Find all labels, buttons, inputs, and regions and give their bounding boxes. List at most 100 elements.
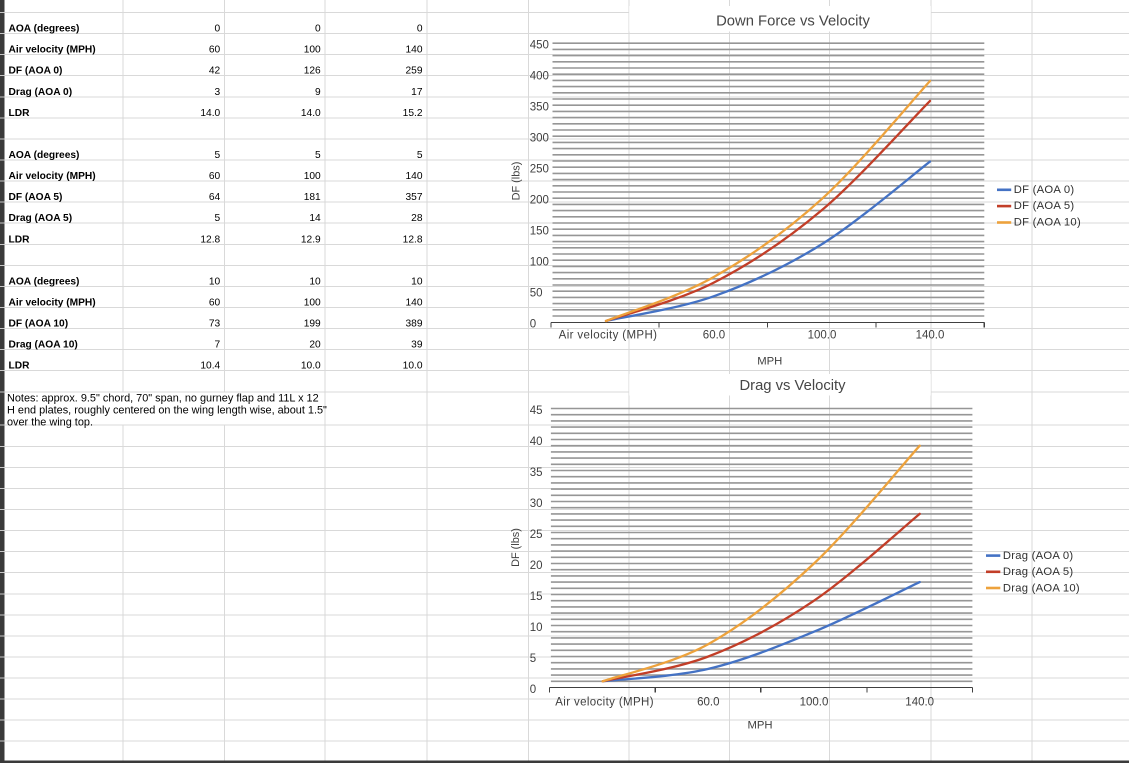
svg-text:35: 35 bbox=[530, 467, 543, 479]
svg-text:AOA (degrees): AOA (degrees) bbox=[9, 276, 80, 287]
svg-text:12.8: 12.8 bbox=[200, 234, 220, 245]
svg-text:126: 126 bbox=[304, 66, 321, 77]
svg-text:259: 259 bbox=[406, 66, 423, 77]
svg-text:AOA (degrees): AOA (degrees) bbox=[9, 150, 80, 161]
svg-text:MPH: MPH bbox=[747, 720, 772, 732]
svg-text:10.0: 10.0 bbox=[301, 361, 321, 372]
svg-text:60.0: 60.0 bbox=[703, 330, 725, 342]
svg-text:100.0: 100.0 bbox=[808, 330, 837, 342]
svg-text:350: 350 bbox=[530, 101, 549, 113]
svg-text:60: 60 bbox=[209, 171, 221, 182]
svg-text:100: 100 bbox=[304, 171, 321, 182]
svg-text:MPH: MPH bbox=[757, 355, 782, 367]
svg-text:199: 199 bbox=[304, 319, 321, 330]
svg-text:3: 3 bbox=[215, 87, 221, 98]
svg-text:50: 50 bbox=[530, 287, 543, 299]
svg-text:10: 10 bbox=[530, 622, 543, 634]
svg-text:Notes: approx. 9.5" chord, 70": Notes: approx. 9.5" chord, 70" span, no … bbox=[7, 392, 319, 404]
svg-text:15: 15 bbox=[530, 591, 543, 603]
svg-text:LDR: LDR bbox=[9, 108, 31, 119]
svg-text:Drag (AOA 5): Drag (AOA 5) bbox=[9, 213, 73, 224]
svg-text:300: 300 bbox=[530, 132, 549, 144]
svg-text:5: 5 bbox=[315, 150, 321, 161]
svg-text:14: 14 bbox=[309, 213, 321, 224]
svg-text:7: 7 bbox=[215, 340, 221, 351]
svg-text:100: 100 bbox=[304, 298, 321, 309]
svg-text:100: 100 bbox=[530, 256, 549, 268]
svg-text:Drag (AOA 10): Drag (AOA 10) bbox=[9, 340, 78, 351]
svg-text:140: 140 bbox=[406, 171, 423, 182]
svg-text:10.0: 10.0 bbox=[403, 361, 423, 372]
svg-text:10: 10 bbox=[209, 276, 221, 287]
svg-text:17: 17 bbox=[411, 87, 423, 98]
svg-text:DF (lbs): DF (lbs) bbox=[510, 528, 522, 567]
svg-text:45: 45 bbox=[530, 405, 543, 417]
svg-text:100: 100 bbox=[304, 45, 321, 56]
svg-text:39: 39 bbox=[411, 340, 423, 351]
svg-text:Air velocity (MPH): Air velocity (MPH) bbox=[9, 298, 96, 309]
svg-text:DF (AOA 10): DF (AOA 10) bbox=[1014, 217, 1081, 229]
svg-text:Drag (AOA 0): Drag (AOA 0) bbox=[9, 87, 73, 98]
svg-text:Drag (AOA 0): Drag (AOA 0) bbox=[1003, 550, 1074, 562]
svg-text:0: 0 bbox=[530, 318, 536, 330]
svg-text:10: 10 bbox=[309, 276, 321, 287]
svg-text:DF (lbs): DF (lbs) bbox=[510, 162, 522, 201]
svg-text:181: 181 bbox=[304, 192, 321, 203]
svg-text:DF (AOA 5): DF (AOA 5) bbox=[1014, 200, 1075, 212]
svg-text:0: 0 bbox=[315, 24, 321, 35]
svg-text:15.2: 15.2 bbox=[403, 108, 423, 119]
svg-text:42: 42 bbox=[209, 66, 221, 77]
svg-text:14.0: 14.0 bbox=[301, 108, 321, 119]
svg-text:140.0: 140.0 bbox=[916, 330, 945, 342]
svg-text:5: 5 bbox=[215, 213, 221, 224]
svg-text:400: 400 bbox=[530, 70, 549, 82]
svg-text:30: 30 bbox=[530, 498, 543, 510]
svg-text:389: 389 bbox=[406, 319, 423, 330]
svg-text:357: 357 bbox=[406, 192, 423, 203]
svg-text:5: 5 bbox=[215, 150, 221, 161]
svg-text:28: 28 bbox=[411, 213, 423, 224]
svg-text:Air velocity (MPH): Air velocity (MPH) bbox=[9, 45, 96, 56]
svg-text:25: 25 bbox=[530, 529, 543, 541]
svg-text:H end plates, roughly centered: H end plates, roughly centered on the wi… bbox=[7, 404, 327, 416]
svg-text:0: 0 bbox=[530, 684, 536, 696]
svg-text:DF (AOA 0): DF (AOA 0) bbox=[1014, 184, 1075, 196]
svg-text:Down Force vs Velocity: Down Force vs Velocity bbox=[716, 13, 870, 29]
svg-text:Drag (AOA 5): Drag (AOA 5) bbox=[1003, 566, 1074, 578]
svg-text:64: 64 bbox=[209, 192, 221, 203]
svg-text:over the wing top.: over the wing top. bbox=[7, 416, 93, 428]
svg-text:LDR: LDR bbox=[9, 234, 31, 245]
svg-text:Drag (AOA 10): Drag (AOA 10) bbox=[1003, 582, 1080, 594]
svg-text:150: 150 bbox=[530, 225, 549, 237]
svg-text:73: 73 bbox=[209, 319, 221, 330]
svg-text:20: 20 bbox=[309, 340, 321, 351]
svg-text:LDR: LDR bbox=[9, 361, 31, 372]
svg-text:AOA (degrees): AOA (degrees) bbox=[9, 24, 80, 35]
svg-text:9: 9 bbox=[315, 87, 321, 98]
svg-text:DF (AOA 10): DF (AOA 10) bbox=[9, 319, 69, 330]
svg-text:140: 140 bbox=[406, 298, 423, 309]
svg-text:0: 0 bbox=[417, 24, 423, 35]
svg-text:60.0: 60.0 bbox=[697, 697, 719, 709]
svg-text:Drag vs Velocity: Drag vs Velocity bbox=[739, 378, 846, 394]
svg-text:140: 140 bbox=[406, 45, 423, 56]
svg-text:20: 20 bbox=[530, 560, 543, 572]
svg-text:10.4: 10.4 bbox=[200, 361, 220, 372]
svg-text:450: 450 bbox=[530, 39, 549, 51]
svg-text:60: 60 bbox=[209, 45, 221, 56]
svg-text:12.9: 12.9 bbox=[301, 234, 321, 245]
svg-text:40: 40 bbox=[530, 436, 543, 448]
svg-text:Air velocity (MPH): Air velocity (MPH) bbox=[555, 697, 654, 709]
svg-text:DF (AOA 0): DF (AOA 0) bbox=[9, 66, 63, 77]
svg-text:5: 5 bbox=[530, 653, 536, 665]
svg-text:200: 200 bbox=[530, 194, 549, 206]
svg-text:100.0: 100.0 bbox=[800, 697, 829, 709]
svg-text:14.0: 14.0 bbox=[200, 108, 220, 119]
svg-text:5: 5 bbox=[417, 150, 423, 161]
svg-text:12.8: 12.8 bbox=[403, 234, 423, 245]
svg-text:DF (AOA 5): DF (AOA 5) bbox=[9, 192, 63, 203]
svg-text:140.0: 140.0 bbox=[905, 697, 934, 709]
svg-text:250: 250 bbox=[530, 163, 549, 175]
svg-text:Air velocity (MPH): Air velocity (MPH) bbox=[559, 330, 658, 342]
svg-text:0: 0 bbox=[215, 24, 221, 35]
